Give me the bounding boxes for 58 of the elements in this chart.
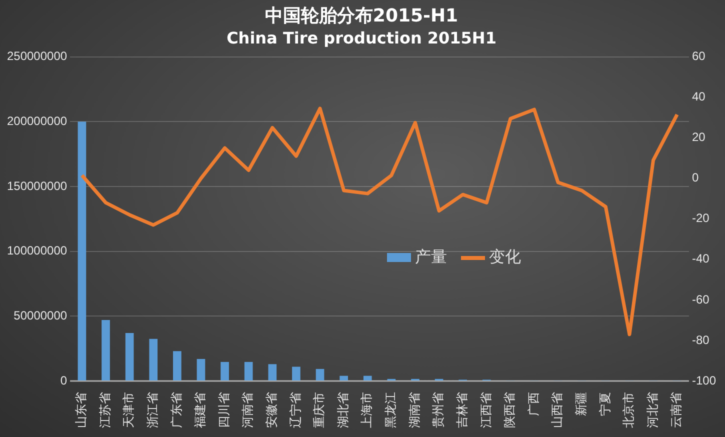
x-tick-label: 陕西省 [502, 392, 517, 428]
y-tick-label: 250000000 [6, 49, 68, 64]
bar [102, 320, 110, 380]
bar [125, 333, 134, 380]
y2-tick-label: -100 [692, 373, 716, 388]
x-tick-label: 重庆市 [312, 392, 326, 428]
x-tick-label: 辽宁省 [288, 392, 302, 428]
y2-tick-label: -80 [692, 332, 710, 347]
x-tick-label: 广西 [526, 392, 540, 416]
y-tick-label: 200000000 [6, 114, 68, 128]
y2-tick-label: -40 [692, 252, 710, 266]
x-tick-label: 河南省 [240, 392, 255, 428]
y2-tick-label: 20 [692, 130, 706, 144]
x-tick-label: 河北省 [645, 392, 660, 428]
bar [196, 358, 206, 380]
legend-label: 变化 [488, 247, 521, 268]
x-tick-label: 黑龙江 [384, 392, 398, 428]
bar [244, 362, 253, 380]
x-tick-label: 贵州省 [431, 392, 446, 428]
chart-title: 中国轮胎分布2015-H1 [264, 5, 458, 26]
x-tick-label: 安徽省 [264, 392, 279, 428]
bar [78, 122, 86, 380]
x-tick-label: 云南省 [669, 392, 684, 428]
bar [292, 366, 300, 380]
x-tick-label: 四川省 [216, 392, 231, 428]
y-tick-label: 100000000 [6, 244, 68, 258]
bar [268, 364, 277, 380]
x-tick-label: 湖北省 [336, 392, 350, 428]
y-tick-label: 50000000 [14, 308, 68, 322]
x-tick-label: 新疆 [574, 392, 588, 416]
chart-subtitle: China Tire production 2015H1 [226, 28, 496, 48]
bar [340, 376, 348, 380]
x-tick-label: 北京市 [622, 392, 636, 428]
bar [149, 338, 158, 380]
y2-tick-label: 0 [692, 170, 699, 185]
bar [363, 376, 372, 380]
x-tick-label: 江苏省 [98, 392, 112, 428]
bar [316, 368, 324, 380]
x-tick-label: 天津市 [122, 392, 136, 428]
x-tick-label: 江西省 [478, 392, 493, 428]
x-tick-label: 山西省 [550, 392, 564, 428]
x-tick-label: 湖南省 [407, 392, 422, 428]
bar [173, 351, 182, 380]
y-tick-label: 0 [60, 373, 68, 388]
x-tick-label: 浙江省 [146, 392, 160, 428]
y2-tick-label: -60 [692, 292, 710, 306]
bar [220, 362, 229, 380]
y2-tick-label: 60 [692, 49, 706, 64]
y2-tick-label: -20 [692, 211, 710, 226]
y-tick-label: 150000000 [6, 178, 68, 193]
y2-tick-label: 40 [692, 90, 706, 104]
x-tick-label: 福建省 [193, 392, 208, 428]
x-tick-label: 山东省 [74, 392, 88, 428]
x-tick-label: 吉林省 [454, 392, 469, 428]
x-tick-label: 宁夏 [598, 392, 612, 416]
x-tick-label: 广东省 [169, 392, 184, 428]
x-tick-label: 上海市 [360, 392, 374, 428]
legend-label: 产量 [414, 247, 447, 268]
